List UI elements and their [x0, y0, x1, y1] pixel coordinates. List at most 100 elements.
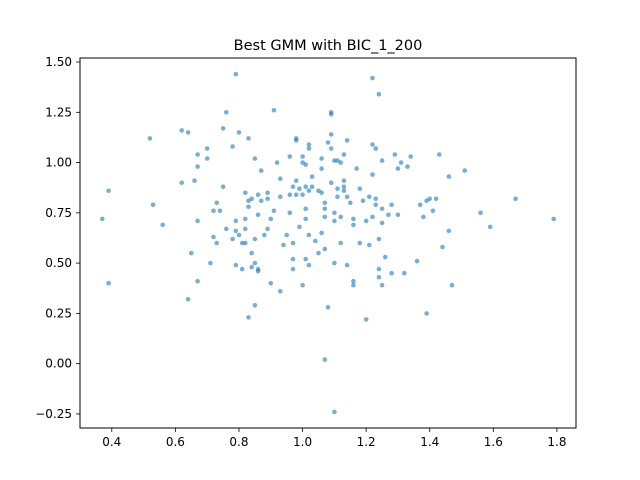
- data-point-112: [322, 246, 328, 252]
- data-point-156: [373, 146, 379, 151]
- data-point-191: [462, 168, 468, 173]
- data-point-85: [297, 186, 302, 191]
- data-point-86: [300, 154, 305, 159]
- data-point-150: [367, 194, 372, 200]
- data-point-111: [322, 200, 328, 206]
- data-point-147: [360, 198, 366, 204]
- data-point-57: [258, 168, 264, 173]
- data-point-30: [233, 71, 239, 77]
- data-point-185: [433, 196, 439, 202]
- data-point-159: [376, 91, 382, 97]
- data-point-88: [300, 192, 305, 197]
- data-point-34: [236, 130, 242, 135]
- y-tick-label: 1.25: [45, 105, 72, 119]
- data-point-137: [344, 262, 350, 268]
- y-tick-label: 1.00: [45, 156, 72, 170]
- data-point-37: [239, 266, 245, 272]
- points-layer: [100, 71, 556, 415]
- data-point-33: [233, 262, 239, 268]
- y-tick-label: 1.50: [45, 55, 72, 69]
- data-point-186: [437, 152, 442, 157]
- data-point-102: [313, 238, 318, 244]
- data-point-182: [424, 311, 429, 316]
- data-point-113: [322, 357, 328, 362]
- data-point-130: [338, 240, 344, 246]
- data-point-5: [160, 222, 165, 228]
- data-point-149: [363, 317, 369, 322]
- data-point-123: [332, 218, 337, 224]
- data-point-183: [427, 196, 433, 202]
- data-point-146: [357, 240, 363, 246]
- data-point-39: [243, 190, 248, 195]
- data-point-166: [379, 282, 385, 288]
- data-point-133: [341, 184, 347, 189]
- data-point-63: [268, 216, 274, 222]
- data-point-75: [287, 210, 293, 216]
- y-tick-label: −0.25: [35, 407, 72, 421]
- data-point-135: [341, 178, 347, 183]
- data-point-58: [258, 198, 264, 204]
- data-point-141: [351, 222, 356, 228]
- data-point-32: [233, 228, 239, 234]
- data-point-4: [150, 202, 156, 208]
- data-point-78: [290, 256, 296, 262]
- data-point-64: [268, 280, 274, 286]
- data-point-155: [370, 214, 375, 220]
- data-point-13: [195, 164, 200, 169]
- data-point-62: [265, 196, 270, 202]
- data-point-95: [306, 142, 312, 147]
- x-tick-label: 1.8: [547, 435, 566, 449]
- data-point-190: [449, 282, 455, 288]
- data-point-187: [440, 244, 445, 250]
- data-point-40: [243, 216, 248, 222]
- data-point-164: [379, 206, 385, 212]
- data-point-42: [246, 136, 251, 141]
- data-point-176: [405, 164, 410, 169]
- data-point-114: [325, 140, 331, 145]
- data-point-77: [290, 240, 296, 246]
- data-point-140: [351, 216, 356, 222]
- data-point-29: [230, 144, 235, 149]
- data-point-20: [211, 234, 216, 240]
- data-point-28: [230, 236, 235, 242]
- x-tick-label: 1.4: [420, 435, 439, 449]
- data-point-172: [395, 166, 401, 171]
- data-point-168: [386, 212, 391, 218]
- data-point-139: [348, 200, 353, 206]
- data-point-174: [398, 160, 404, 165]
- data-point-83: [293, 192, 299, 197]
- data-point-175: [402, 270, 407, 276]
- data-point-129: [338, 160, 344, 165]
- data-point-44: [246, 204, 251, 210]
- data-point-48: [249, 196, 254, 202]
- data-point-100: [309, 174, 315, 179]
- x-tick-label: 1.2: [357, 435, 376, 449]
- data-point-134: [341, 188, 347, 193]
- y-tick-label: 0.50: [45, 256, 72, 270]
- data-point-14: [195, 218, 200, 224]
- data-point-143: [351, 282, 356, 288]
- data-point-99: [306, 262, 312, 268]
- data-point-94: [303, 162, 309, 167]
- data-point-96: [306, 146, 312, 151]
- data-point-71: [281, 242, 286, 248]
- data-point-67: [274, 160, 280, 165]
- data-point-81: [293, 138, 299, 143]
- data-point-178: [414, 258, 420, 264]
- data-point-92: [303, 184, 309, 189]
- data-point-66: [271, 108, 277, 113]
- data-point-8: [185, 130, 191, 135]
- data-point-173: [395, 212, 401, 218]
- x-tick-label: 1.6: [484, 435, 503, 449]
- data-point-148: [363, 218, 369, 224]
- data-point-1: [106, 188, 111, 193]
- data-point-104: [316, 250, 321, 256]
- data-point-65: [271, 208, 277, 214]
- data-point-131: [338, 214, 344, 220]
- chart-title: Best GMM with BIC_1_200: [234, 38, 423, 54]
- data-point-171: [392, 152, 398, 157]
- data-point-108: [319, 230, 324, 236]
- data-point-151: [367, 242, 372, 248]
- data-point-10: [189, 250, 194, 256]
